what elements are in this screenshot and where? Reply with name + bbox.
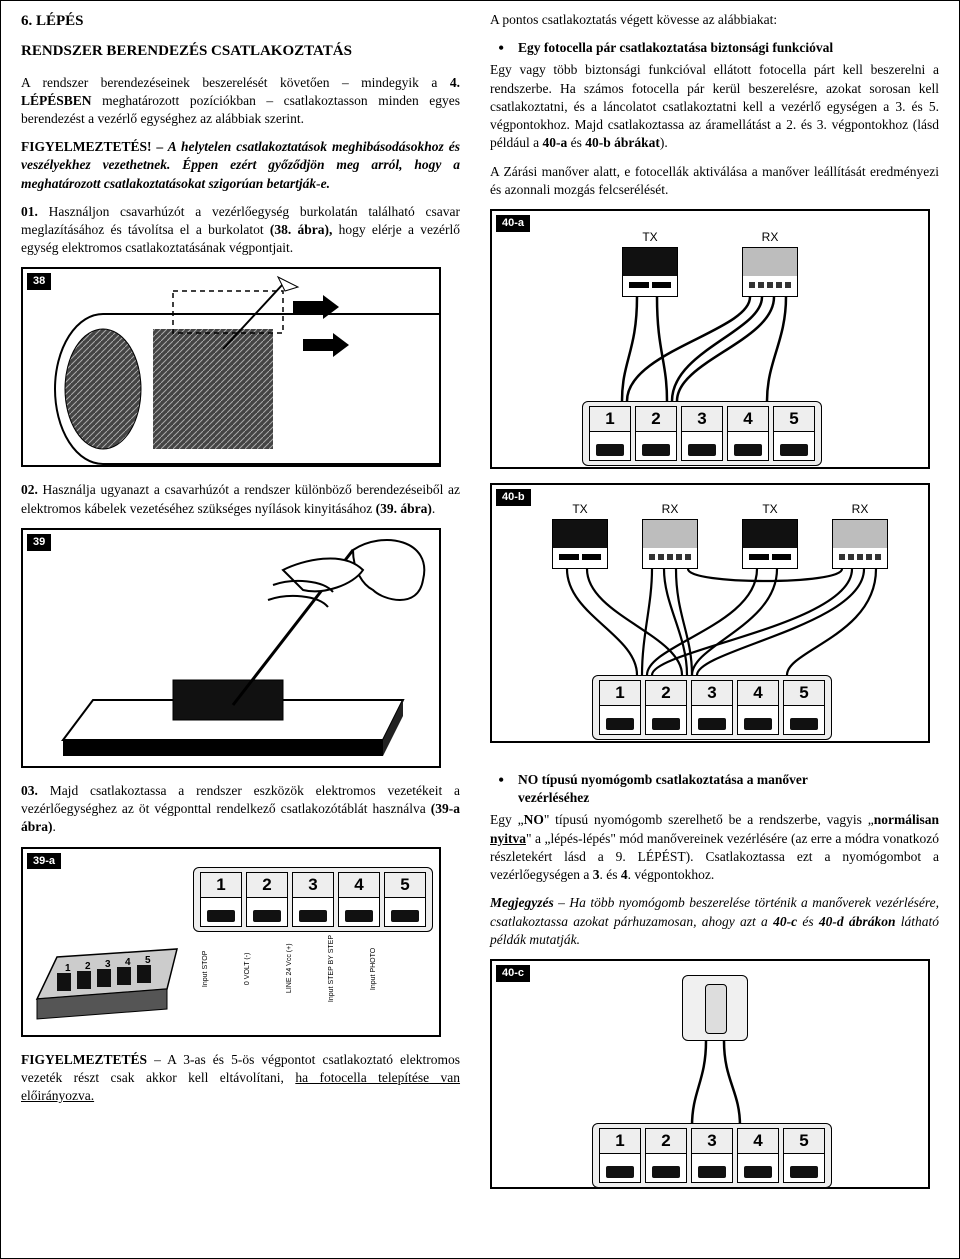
figure-40c: 40-c 1 2 3 4 5 — [490, 959, 930, 1189]
figure-39-svg — [23, 530, 439, 766]
warn2-label: FIGYELMEZTETÉS — [21, 1052, 147, 1067]
figure-38-label: 38 — [27, 273, 51, 290]
side-label-3: LINE 24 Vcc (+) — [285, 935, 299, 1002]
left-warning-2: FIGYELMEZTETÉS – A 3-as és 5-ös végponto… — [21, 1051, 460, 1106]
terminal-strip-40a: 1 2 3 4 5 — [582, 401, 822, 466]
svg-text:5: 5 — [145, 955, 151, 966]
left-column: 6. LÉPÉS RENDSZER BERENDEZÉS CSATLAKOZTA… — [13, 11, 480, 1244]
side-label-5: Input PHOTO — [369, 935, 383, 1002]
figure-38: 38 — [21, 267, 441, 467]
terminal-4: 4 — [727, 406, 769, 461]
terminal-strip-39a: 1 2 3 4 5 — [193, 867, 433, 932]
right-p3: Egy „NO" típusú nyomógomb szerelhető be … — [490, 811, 939, 884]
figure-40c-label: 40-c — [496, 965, 530, 982]
terminal-1: 1 — [200, 872, 242, 927]
svg-text:2: 2 — [85, 961, 91, 972]
terminal-side-labels: Input STOP 0 VOLT (-) LINE 24 Vcc (+) In… — [201, 935, 383, 1002]
figure-39a: 39-a 1 2 3 4 5 — [21, 847, 441, 1037]
figure-40a: 40-a TX RX — [490, 209, 930, 469]
svg-text:1: 1 — [65, 963, 71, 974]
left-p3c: (39. ábra) — [376, 501, 432, 516]
figure-40b-label: 40-b — [496, 489, 531, 506]
terminal-1: 1 — [589, 406, 631, 461]
terminal-strip-40b: 1 2 3 4 5 — [592, 675, 832, 740]
terminal-4: 4 — [338, 872, 380, 927]
note-label: Megjegyzés — [490, 895, 554, 910]
step-title: 6. LÉPÉS — [21, 11, 460, 31]
svg-text:4: 4 — [125, 957, 131, 968]
right-p1d: 40-b ábrákat — [585, 135, 660, 150]
figure-40a-label: 40-a — [496, 215, 530, 232]
left-p4: 03. Majd csatlakoztassa a rendszer eszkö… — [21, 782, 460, 837]
terminal-strip-40c: 1 2 3 4 5 — [592, 1123, 832, 1188]
side-label-2: 0 VOLT (-) — [243, 935, 257, 1002]
warn1-label: FIGYELMEZTETÉS! — [21, 139, 152, 154]
side-label-1: Input STOP — [201, 935, 215, 1002]
bullet-dot-icon: • — [490, 39, 518, 57]
left-p3: 02. Használja ugyanazt a csavarhúzót a r… — [21, 481, 460, 517]
right-intro: A pontos csatlakoztatás végett kövesse a… — [490, 11, 939, 29]
terminal-5: 5 — [384, 872, 426, 927]
left-p3a: 02. — [21, 482, 38, 497]
terminal-2: 2 — [635, 406, 677, 461]
figure-39a-pcb: 1 2 3 4 5 — [27, 849, 187, 1035]
figure-38-svg — [23, 269, 439, 465]
right-note: Megjegyzés – Ha több nyomógomb beszerelé… — [490, 894, 939, 949]
bullet-1: • Egy fotocella pár csatlakoztatása bizt… — [490, 39, 939, 57]
terminal-3: 3 — [681, 406, 723, 461]
figure-39: 39 — [21, 528, 441, 768]
bullet-1-text: Egy fotocella pár csatlakoztatása bizton… — [518, 39, 939, 57]
right-p1: Egy vagy több biztonsági funkcióval ellá… — [490, 61, 939, 152]
svg-text:3: 3 — [105, 959, 111, 970]
page: 6. LÉPÉS RENDSZER BERENDEZÉS CSATLAKOZTA… — [0, 0, 960, 1259]
left-p2a: 01. — [21, 204, 38, 219]
right-column: A pontos csatlakoztatás végett kövesse a… — [480, 11, 947, 1244]
right-p1e: ). — [660, 135, 668, 150]
left-p1: A rendszer berendezéseinek beszerelését … — [21, 74, 460, 129]
terminal-3: 3 — [292, 872, 334, 927]
left-p2c: (38. ábra), — [270, 222, 332, 237]
terminal-5: 5 — [773, 406, 815, 461]
left-p2: 01. Használjon csavarhúzót a vezérlőegys… — [21, 203, 460, 258]
bullet-2: • NO típusú nyomógomb csatlakoztatása a … — [490, 771, 939, 807]
left-p3d: . — [432, 501, 435, 516]
right-p1b: 40-a — [542, 135, 567, 150]
right-p2: A Zárási manőver alatt, e fotocellák akt… — [490, 163, 939, 199]
figure-39a-label: 39-a — [27, 853, 61, 870]
left-warning-1: FIGYELMEZTETÉS! – A helytelen csatlakozt… — [21, 138, 460, 193]
left-p4d: . — [53, 819, 56, 834]
left-p4a: 03. — [21, 783, 38, 798]
right-p1c: és — [567, 135, 585, 150]
terminal-2: 2 — [246, 872, 288, 927]
bullet-2-text: NO típusú nyomógomb csatlakoztatása a ma… — [518, 771, 939, 807]
section-title: RENDSZER BERENDEZÉS CSATLAKOZTATÁS — [21, 41, 460, 61]
figure-39-label: 39 — [27, 534, 51, 551]
left-p1a: A rendszer berendezéseinek beszerelését … — [21, 75, 450, 90]
side-label-4: Input STEP BY STEP — [327, 935, 341, 1002]
bullet-dot-icon: • — [490, 771, 518, 807]
figure-40b: 40-b TX RX TX RX — [490, 483, 930, 743]
left-p4b: Majd csatlakoztassa a rendszer eszközök … — [21, 783, 460, 816]
